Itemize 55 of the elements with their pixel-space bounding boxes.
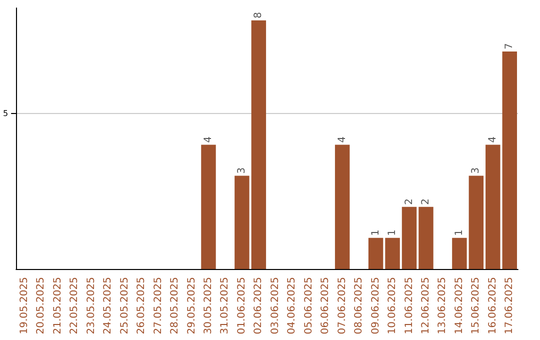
data-label: 7 bbox=[504, 43, 516, 50]
x-tick-label: 28.05.2025 bbox=[170, 277, 181, 334]
x-tick-label: 22.05.2025 bbox=[69, 277, 80, 334]
x-tick-label: 11.06.2025 bbox=[404, 277, 415, 334]
bar bbox=[368, 238, 384, 269]
bar bbox=[418, 206, 434, 269]
x-tick-label: 27.05.2025 bbox=[152, 277, 164, 334]
x-tick-label: 24.05.2025 bbox=[102, 277, 114, 334]
bar bbox=[468, 176, 484, 269]
data-label: 2 bbox=[404, 198, 415, 205]
data-label: 4 bbox=[336, 136, 348, 143]
data-label: 3 bbox=[236, 167, 248, 174]
x-tick-label: 31.05.2025 bbox=[220, 277, 231, 334]
x-tick-label: 17.06.2025 bbox=[504, 277, 516, 334]
y-tick-label: 5 bbox=[2, 109, 8, 118]
bar bbox=[402, 206, 417, 269]
x-tick-label: 12.06.2025 bbox=[420, 277, 432, 334]
bar bbox=[251, 20, 266, 269]
bar bbox=[234, 176, 250, 269]
x-tick-label: 15.06.2025 bbox=[470, 277, 482, 334]
bar bbox=[201, 144, 216, 269]
data-label: 2 bbox=[420, 198, 432, 205]
x-tick-label: 13.06.2025 bbox=[437, 277, 448, 334]
data-label: 8 bbox=[253, 12, 264, 18]
x-tick-label: 09.06.2025 bbox=[370, 277, 382, 334]
data-label: 1 bbox=[387, 230, 398, 236]
x-tick-label: 02.06.2025 bbox=[253, 277, 264, 334]
x-tick-label: 05.06.2025 bbox=[303, 277, 314, 334]
data-label: 4 bbox=[202, 136, 214, 143]
data-label: 1 bbox=[370, 230, 382, 236]
x-tick-label: 26.05.2025 bbox=[136, 277, 148, 334]
x-tick-label: 08.06.2025 bbox=[354, 277, 365, 334]
x-tick-label: 23.05.2025 bbox=[86, 277, 97, 334]
bar bbox=[452, 238, 467, 269]
bar bbox=[385, 238, 400, 269]
x-tick-label: 10.06.2025 bbox=[387, 277, 398, 334]
data-label: 3 bbox=[470, 167, 482, 174]
x-tick-label: 01.06.2025 bbox=[236, 277, 248, 334]
x-tick-label: 03.06.2025 bbox=[270, 277, 281, 334]
x-tick-label: 16.06.2025 bbox=[487, 277, 498, 334]
x-tick-label: 30.05.2025 bbox=[202, 277, 214, 334]
x-tick-label: 20.05.2025 bbox=[36, 277, 47, 334]
x-tick-label: 06.06.2025 bbox=[320, 277, 332, 334]
x-tick-label: 21.05.2025 bbox=[52, 277, 64, 334]
bar bbox=[502, 52, 517, 269]
data-label: 1 bbox=[454, 230, 465, 236]
x-tick-label: 14.06.2025 bbox=[454, 277, 465, 334]
x-tick-label: 25.05.2025 bbox=[119, 277, 130, 334]
x-tick-label: 29.05.2025 bbox=[186, 277, 198, 334]
x-tick-label: 19.05.2025 bbox=[18, 277, 30, 334]
bar bbox=[486, 144, 500, 269]
x-tick-label: 04.06.2025 bbox=[286, 277, 298, 334]
bar bbox=[334, 144, 350, 269]
data-label: 4 bbox=[487, 136, 498, 143]
x-tick-label: 07.06.2025 bbox=[336, 277, 348, 334]
